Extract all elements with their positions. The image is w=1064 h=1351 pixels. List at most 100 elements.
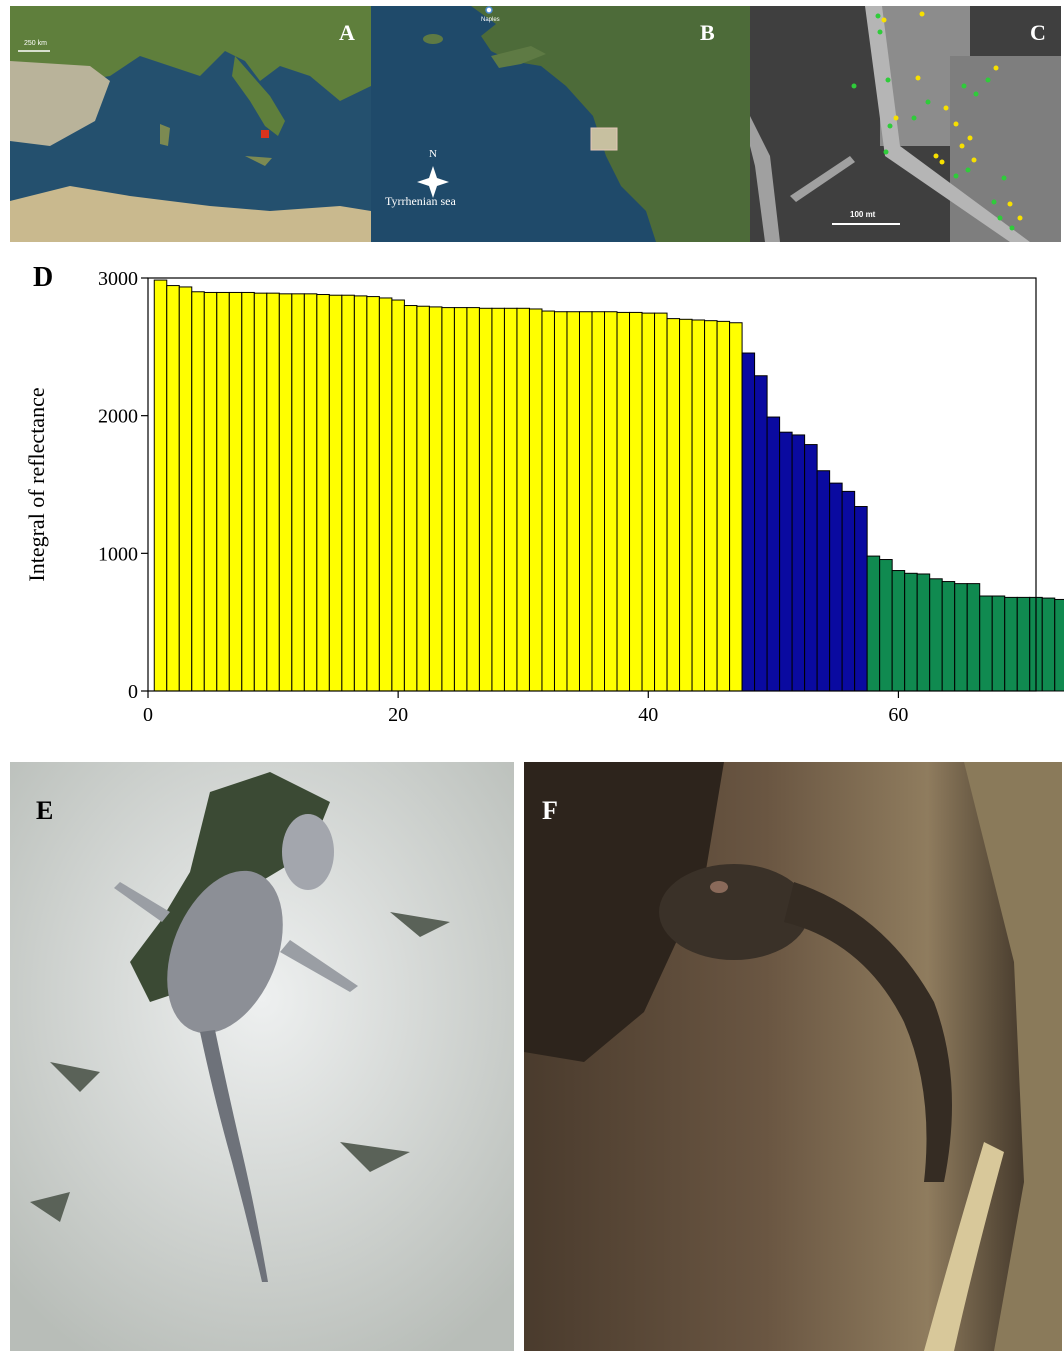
bars-layer (153, 279, 1064, 692)
bar-series-1-9 (253, 292, 268, 692)
bar-series-2-7 (816, 470, 831, 692)
x-tick-label: 20 (388, 704, 408, 726)
bar-series-2-1 (741, 352, 756, 692)
bar-series-1-21 (403, 305, 418, 692)
bar-series-1-43 (679, 318, 693, 692)
bar-series-3-4 (904, 572, 918, 692)
y-axis-label: Integral of reflectance (24, 387, 49, 581)
bar-series-3-16 (1054, 598, 1064, 692)
map-panel-a: 250 km A (10, 6, 371, 242)
bar-series-1-4 (191, 291, 205, 692)
bar-series-1-22 (416, 305, 430, 692)
bar-series-1-39 (629, 311, 643, 692)
bar-series-1-14 (316, 294, 330, 692)
bar-series-2-8 (829, 482, 843, 692)
plot-frame (147, 277, 1037, 692)
bar-series-2-10 (854, 506, 868, 692)
panel-letter-e: E (36, 796, 54, 825)
x-tick-label: 40 (638, 704, 658, 726)
bar-series-1-33 (553, 311, 568, 692)
gecko-on-bark-photo (524, 762, 1062, 1351)
sea-label: Tyrrhenian sea (385, 194, 456, 208)
x-tick-label: 0 (143, 704, 153, 726)
reflectance-bar-chart: D 0 1000 2000 3000 0 20 40 60 Integral of refle… (24, 262, 1064, 726)
y-tick-label: 3000 (98, 268, 138, 290)
bar-series-1-32 (541, 310, 555, 692)
bar-series-1-28 (491, 307, 505, 692)
green-marker-group (851, 13, 1015, 231)
bar-series-1-17 (353, 295, 368, 692)
bar-series-2-9 (841, 490, 856, 692)
y-tick-label: 2000 (98, 406, 138, 428)
map-panel-b: Naples N Tyrrhenian sea B (371, 6, 750, 242)
bar-series-2-3 (766, 416, 781, 692)
y-tick-label: 1000 (98, 543, 138, 565)
bar-series-1-10 (266, 292, 280, 692)
aerial-photo (750, 6, 1061, 242)
bar-series-1-11 (278, 293, 293, 692)
bar-series-1-27 (478, 307, 493, 692)
bar-series-3-3 (891, 570, 906, 692)
bar-series-1-18 (366, 296, 380, 692)
bar-series-3-15 (1041, 597, 1056, 692)
bar-series-3-5 (916, 573, 931, 692)
coast-map (371, 6, 750, 242)
bar-series-3-2 (879, 559, 893, 692)
gecko-photo-panel-f: F (524, 762, 1062, 1351)
city-label-naples: Naples (481, 17, 500, 23)
x-tick-label: 60 (888, 704, 908, 726)
bar-series-1-1 (153, 279, 168, 692)
bar-series-1-25 (453, 307, 468, 692)
bar-series-3-10 (979, 595, 993, 692)
gecko-on-rock-photo (10, 762, 514, 1351)
bar-series-1-20 (391, 299, 405, 692)
bar-series-1-38 (616, 311, 631, 692)
gecko-photo-panel-e: E (10, 762, 514, 1351)
bar-series-2-6 (804, 444, 818, 692)
bar-series-3-1 (866, 555, 881, 692)
bar-series-2-2 (754, 375, 768, 692)
bar-series-1-12 (291, 293, 305, 692)
map-scale-label: 250 km (24, 40, 47, 47)
bar-series-1-2 (166, 285, 180, 692)
bar-series-3-7 (941, 581, 956, 692)
bar-series-1-8 (241, 291, 255, 692)
bar-series-1-15 (328, 294, 343, 692)
bar-series-1-36 (591, 311, 606, 692)
bar-series-1-45 (704, 320, 718, 692)
bar-series-1-19 (378, 297, 393, 692)
bar-series-1-3 (178, 286, 193, 692)
bar-series-1-30 (516, 307, 530, 692)
panel-letter-f: F (542, 796, 558, 825)
bar-series-1-41 (654, 312, 668, 692)
bar-series-3-11 (991, 595, 1006, 692)
bar-series-3-12 (1004, 596, 1018, 692)
bar-series-3-9 (966, 583, 981, 692)
bar-series-1-6 (216, 291, 230, 692)
bar-series-1-13 (303, 293, 318, 692)
bar-series-1-5 (203, 291, 218, 692)
aerial-photo-panel-c: 100 mt C (750, 6, 1061, 242)
panel-letter-c: C (1030, 20, 1046, 45)
axis-ticks: 0 1000 2000 3000 0 20 40 60 (98, 268, 908, 726)
bar-series-1-23 (428, 306, 443, 692)
bar-series-2-4 (779, 431, 793, 692)
photo-scale-label: 100 mt (850, 210, 876, 219)
bar-series-3-13 (1016, 596, 1031, 692)
panel-letter-a: A (339, 20, 355, 45)
bar-series-3-6 (929, 578, 943, 692)
bar-series-1-16 (341, 294, 355, 692)
panel-letter-b: B (700, 20, 715, 45)
bar-series-1-26 (466, 307, 480, 692)
bar-series-1-35 (578, 311, 593, 692)
bar-series-1-42 (666, 318, 681, 692)
bar-series-1-7 (228, 291, 243, 692)
bar-series-1-40 (641, 312, 656, 692)
bar-series-1-46 (716, 320, 731, 692)
yellow-marker-group (881, 11, 1023, 221)
panel-letter-d: D (33, 262, 53, 293)
bar-series-1-34 (566, 311, 580, 692)
bar-series-1-37 (604, 311, 618, 692)
bar-series-1-24 (441, 307, 455, 692)
bar-series-3-8 (954, 583, 968, 692)
